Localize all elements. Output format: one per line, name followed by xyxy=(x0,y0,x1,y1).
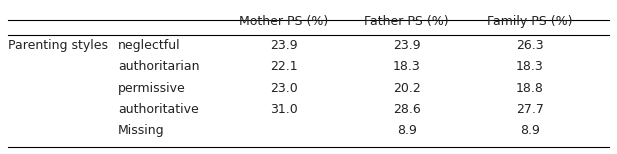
Text: Father PS (%): Father PS (%) xyxy=(365,15,449,28)
Text: neglectful: neglectful xyxy=(118,39,181,52)
Text: 20.2: 20.2 xyxy=(393,81,421,95)
Text: Missing: Missing xyxy=(118,124,165,137)
Text: authoritarian: authoritarian xyxy=(118,60,199,73)
Text: 23.9: 23.9 xyxy=(270,39,298,52)
Text: authoritative: authoritative xyxy=(118,103,199,116)
Text: 28.6: 28.6 xyxy=(393,103,421,116)
Text: 18.8: 18.8 xyxy=(516,81,544,95)
Text: 8.9: 8.9 xyxy=(397,124,416,137)
Text: 18.3: 18.3 xyxy=(393,60,421,73)
Text: Parenting styles: Parenting styles xyxy=(7,39,107,52)
Text: 18.3: 18.3 xyxy=(516,60,544,73)
Text: permissive: permissive xyxy=(118,81,186,95)
Text: Family PS (%): Family PS (%) xyxy=(487,15,573,28)
Text: Mother PS (%): Mother PS (%) xyxy=(239,15,329,28)
Text: 23.9: 23.9 xyxy=(393,39,421,52)
Text: 26.3: 26.3 xyxy=(516,39,544,52)
Text: 8.9: 8.9 xyxy=(520,124,539,137)
Text: 22.1: 22.1 xyxy=(270,60,298,73)
Text: 31.0: 31.0 xyxy=(270,103,298,116)
Text: 23.0: 23.0 xyxy=(270,81,298,95)
Text: 27.7: 27.7 xyxy=(516,103,544,116)
